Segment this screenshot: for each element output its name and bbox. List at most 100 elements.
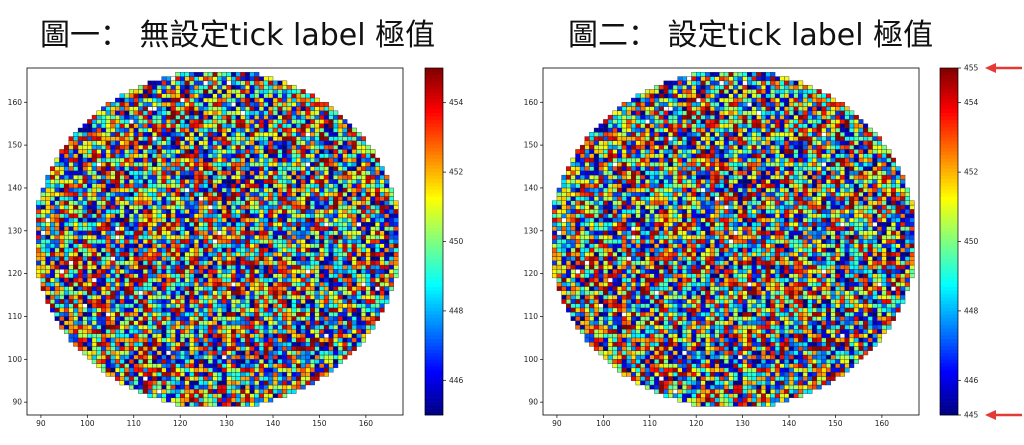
heatmap-cell [272, 166, 278, 171]
heatmap-cell [147, 324, 153, 330]
heatmap-cell [63, 162, 69, 167]
heatmap-cell [393, 264, 399, 270]
heatmap-cell [319, 350, 325, 356]
heatmap-cell [319, 136, 325, 141]
heatmap-cell [170, 260, 176, 266]
heatmap-cell [115, 294, 121, 300]
heatmap-cell [361, 170, 367, 176]
heatmap-cell [342, 196, 348, 201]
heatmap-cell [207, 384, 213, 390]
heatmap-cell [138, 252, 144, 257]
heatmap-cell [342, 346, 348, 351]
heatmap-cell [110, 234, 116, 240]
heatmap-cell [147, 243, 153, 249]
heatmap-cell [231, 401, 237, 407]
heatmap-cell [244, 93, 250, 99]
heatmap-cell [240, 136, 246, 141]
heatmap-cell [105, 170, 111, 176]
heatmap-cell [198, 273, 204, 279]
heatmap-cell [193, 222, 199, 227]
heatmap-cell [282, 376, 288, 381]
heatmap-cell [166, 93, 172, 99]
heatmap-cell [268, 316, 274, 321]
heatmap-cell [282, 119, 288, 124]
heatmap-cell [221, 174, 227, 180]
heatmap-cell [101, 140, 107, 146]
heatmap-cell [180, 230, 186, 236]
heatmap-cell [138, 286, 144, 291]
heatmap-cell [96, 162, 102, 167]
heatmap-cell [231, 157, 237, 163]
heatmap-cell [240, 89, 246, 94]
heatmap-cell [258, 367, 264, 373]
heatmap-cell [282, 97, 288, 103]
heatmap-cell [161, 157, 167, 163]
heatmap-cell [87, 260, 93, 266]
heatmap-cell [212, 192, 218, 197]
heatmap-cell [105, 290, 111, 296]
heatmap-cell [309, 110, 315, 116]
heatmap-cell [263, 239, 269, 244]
heatmap-cell [207, 119, 213, 124]
heatmap-cell [73, 217, 79, 223]
heatmap-cell [36, 256, 42, 261]
heatmap-cell [291, 337, 297, 343]
heatmap-cell [50, 264, 56, 270]
heatmap-cell [305, 333, 311, 339]
heatmap-cell [226, 72, 232, 77]
heatmap-cell [328, 243, 334, 249]
heatmap-cell [309, 114, 315, 120]
heatmap-cell [244, 76, 250, 82]
heatmap-cell [244, 110, 250, 116]
heatmap-cell [370, 174, 376, 180]
heatmap-cell [254, 230, 260, 236]
heatmap-cell [277, 204, 283, 210]
heatmap-cell [166, 312, 172, 317]
heatmap-cell [193, 324, 199, 330]
heatmap-cell [263, 170, 269, 176]
heatmap-cell [221, 89, 227, 94]
heatmap-cell [170, 252, 176, 257]
heatmap-cell [138, 277, 144, 283]
heatmap-cell [226, 389, 232, 394]
heatmap-cell [235, 277, 241, 283]
heatmap-cell [300, 363, 306, 369]
heatmap-cell [77, 170, 83, 176]
heatmap-cell [268, 217, 274, 223]
heatmap-cell [351, 162, 357, 167]
heatmap-cell [91, 307, 97, 313]
heatmap-cell [342, 170, 348, 176]
heatmap-cell [147, 153, 153, 159]
heatmap-cell [96, 299, 102, 304]
heatmap-cell [156, 316, 162, 321]
heatmap-cell [105, 363, 111, 369]
heatmap-cell [337, 359, 343, 364]
heatmap-cell [156, 226, 162, 231]
heatmap-cell [170, 187, 176, 193]
heatmap-cell [226, 110, 232, 116]
heatmap-cell [347, 337, 353, 343]
heatmap-cell [370, 179, 376, 184]
heatmap-cell [291, 247, 297, 253]
heatmap-cell [59, 162, 65, 167]
heatmap-cell [249, 174, 255, 180]
heatmap-cell [207, 320, 213, 326]
heatmap-cell [91, 213, 97, 219]
heatmap-cell [221, 127, 227, 133]
heatmap-cell [314, 324, 320, 330]
heatmap-cell [268, 380, 274, 386]
heatmap-cell [36, 222, 42, 227]
heatmap-cell [189, 192, 195, 197]
heatmap-cell [309, 239, 315, 244]
heatmap-cell [254, 222, 260, 227]
heatmap-cell [212, 243, 218, 249]
heatmap-cell [133, 256, 139, 261]
heatmap-cell [314, 110, 320, 116]
heatmap-cell [309, 166, 315, 171]
colorbar-segment [425, 300, 443, 305]
heatmap-cell [138, 243, 144, 249]
heatmap-cell [180, 162, 186, 167]
heatmap-cell [300, 307, 306, 313]
heatmap-cell [161, 359, 167, 364]
heatmap-cell [110, 359, 116, 364]
